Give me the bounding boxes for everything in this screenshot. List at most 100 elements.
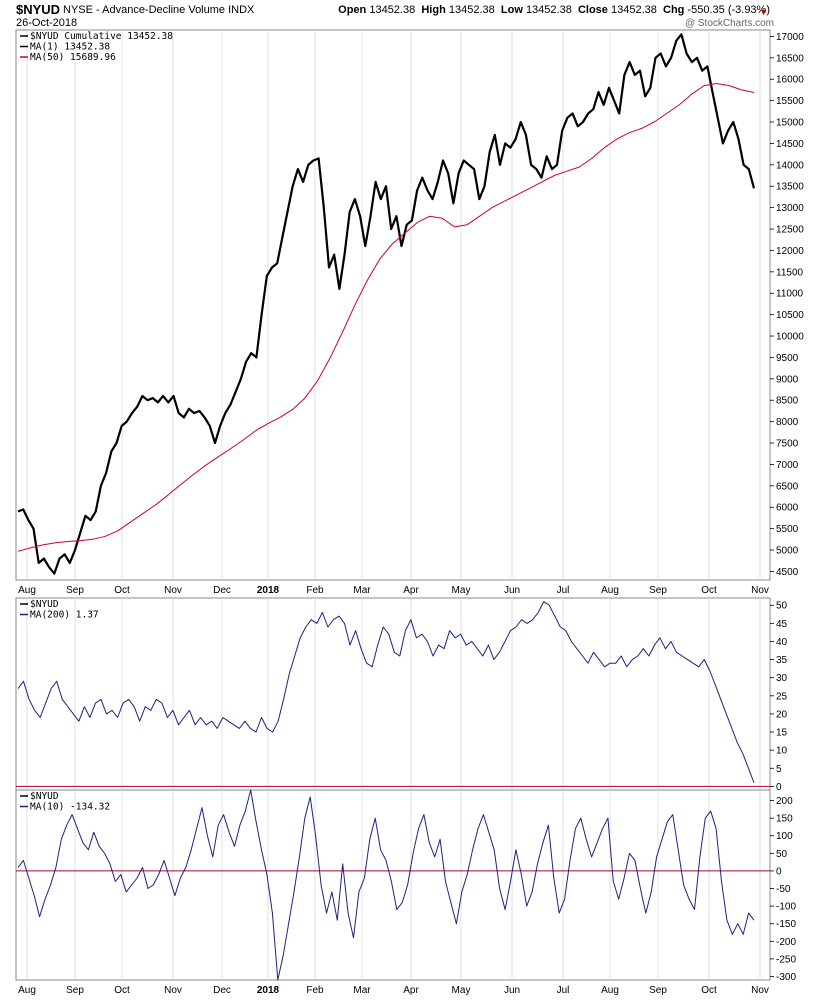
y-tick-label: 15 xyxy=(776,728,788,739)
chart-date: 26-Oct-2018 xyxy=(16,17,78,29)
x-tick-label: Jul xyxy=(557,585,570,596)
x-tick-label: Sep xyxy=(649,985,667,996)
x-tick-label: Feb xyxy=(306,585,324,596)
y-tick-label: 150 xyxy=(776,814,793,825)
y-tick-label: 9500 xyxy=(776,353,799,364)
y-tick-label: 4500 xyxy=(776,567,799,578)
x-tick-label: Nov xyxy=(164,985,182,996)
y-tick-label: 5000 xyxy=(776,546,799,557)
y-tick-label: 45 xyxy=(776,619,788,630)
x-tick-label: Oct xyxy=(114,585,130,596)
x-tick-label: Aug xyxy=(18,585,36,596)
y-tick-label: 15000 xyxy=(776,118,804,129)
legend-entry: MA(50) 15689.96 xyxy=(30,52,116,63)
down-triangle-icon: ▼ xyxy=(759,7,768,17)
y-tick-label: 8000 xyxy=(776,417,799,428)
symbol: $NYUD xyxy=(16,2,61,17)
y-tick-label: 30 xyxy=(776,673,788,684)
x-tick-label: May xyxy=(452,985,471,996)
x-tick-label: Nov xyxy=(751,585,769,596)
x-tick-label: Apr xyxy=(403,985,419,996)
x-tick-label: Mar xyxy=(353,585,371,596)
x-tick-label: Oct xyxy=(114,985,130,996)
y-tick-label: 50 xyxy=(776,849,788,860)
chart-header: $NYUD NYSE - Advance-Decline Volume INDX… xyxy=(0,0,820,30)
series-line-main-1 xyxy=(17,83,755,552)
y-tick-label: 11000 xyxy=(776,289,804,300)
y-tick-label: 0 xyxy=(776,866,782,877)
series-line-main-0 xyxy=(17,33,756,575)
panel-frame xyxy=(15,789,771,981)
quote-bar: Open 13452.38 High 13452.38 Low 13452.38… xyxy=(338,4,770,16)
open-value: 13452.38 xyxy=(369,4,416,16)
y-tick-label: 17000 xyxy=(776,32,804,43)
y-tick-label: 13000 xyxy=(776,203,804,214)
x-tick-label: Sep xyxy=(66,985,84,996)
chg-label: Chg xyxy=(663,4,685,16)
y-tick-label: 7500 xyxy=(776,439,799,450)
y-tick-label: 200 xyxy=(776,796,793,807)
high-label: High xyxy=(421,4,446,16)
x-tick-label: Oct xyxy=(701,585,717,596)
y-tick-label: 9000 xyxy=(776,374,799,385)
low-label: Low xyxy=(500,4,523,16)
y-tick-label: 0 xyxy=(776,782,782,793)
x-tick-label: Aug xyxy=(601,985,619,996)
y-tick-label: 100 xyxy=(776,831,793,842)
y-tick-label: 14000 xyxy=(776,160,804,171)
y-tick-label: 20 xyxy=(776,709,788,720)
y-tick-label: -250 xyxy=(776,954,796,965)
y-tick-label: 8500 xyxy=(776,396,799,407)
y-tick-label: 25 xyxy=(776,691,788,702)
y-tick-label: 5 xyxy=(776,764,782,775)
x-tick-label: Sep xyxy=(649,585,667,596)
panel-main: 4500 5000 5500 6000 6500 7000 7500 8000 8500 9000… xyxy=(15,29,804,581)
legend-entry: MA(10) -134.32 xyxy=(30,802,110,813)
x-tick-label: Aug xyxy=(601,585,619,596)
y-tick-label: 11500 xyxy=(776,267,804,278)
y-tick-label: 5500 xyxy=(776,524,799,535)
y-tick-label: 12500 xyxy=(776,225,804,236)
y-tick-label: 40 xyxy=(776,637,788,648)
open-label: Open xyxy=(338,4,367,16)
x-tick-label: 2018 xyxy=(257,985,280,996)
y-tick-label: 10000 xyxy=(776,332,804,343)
close-label: Close xyxy=(577,4,608,16)
y-tick-label: 6000 xyxy=(776,503,799,514)
x-tick-label: Sep xyxy=(66,585,84,596)
close-value: 13452.38 xyxy=(610,4,657,16)
y-tick-label: 16000 xyxy=(776,75,804,86)
x-tick-label: Nov xyxy=(164,585,182,596)
stockcharts-logo: @ StockCharts.com xyxy=(684,18,774,29)
low-value: 13452.38 xyxy=(525,4,572,16)
y-tick-label: -50 xyxy=(776,884,791,895)
y-tick-label: -200 xyxy=(776,937,796,948)
x-tick-label: Jun xyxy=(504,985,520,996)
y-tick-label: 12000 xyxy=(776,246,804,257)
y-tick-label: 14500 xyxy=(776,139,804,150)
x-tick-label: Nov xyxy=(751,985,769,996)
y-tick-label: -100 xyxy=(776,902,796,913)
panel-frame xyxy=(15,597,771,791)
y-tick-label: 10 xyxy=(776,746,788,757)
symbol-description: NYSE - Advance-Decline Volume INDX xyxy=(63,4,255,16)
x-tick-label: Jul xyxy=(557,985,570,996)
x-tick-label: Apr xyxy=(403,585,419,596)
high-value: 13452.38 xyxy=(448,4,495,16)
x-tick-label: May xyxy=(452,585,471,596)
series-line-bottom-0 xyxy=(17,789,755,981)
x-tick-label: Dec xyxy=(213,585,231,596)
legend-entry: $NYUD xyxy=(30,599,59,610)
y-tick-label: 50 xyxy=(776,601,788,612)
y-tick-label: -150 xyxy=(776,919,796,930)
panel-frame xyxy=(15,29,771,581)
chg-value: -550.35 (-3.93%) xyxy=(687,4,770,16)
x-tick-label: Aug xyxy=(18,985,36,996)
series-line-middle-0 xyxy=(17,601,755,783)
y-tick-label: 15500 xyxy=(776,96,804,107)
legend-entry: MA(200) 1.37 xyxy=(30,610,99,621)
y-tick-label: 6500 xyxy=(776,481,799,492)
x-tick-label: 2018 xyxy=(257,585,280,596)
